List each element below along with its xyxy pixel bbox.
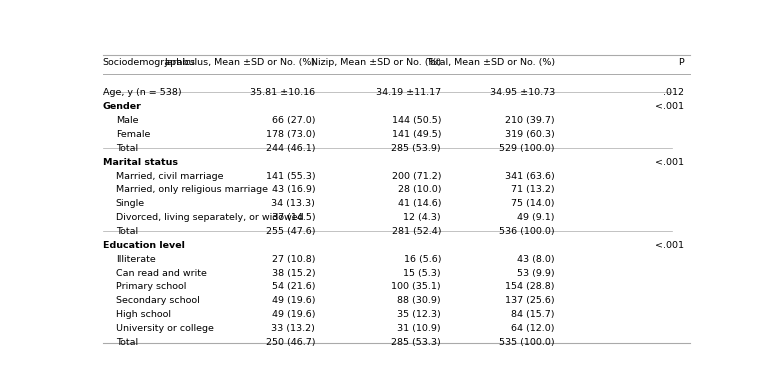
- Text: 43 (16.9): 43 (16.9): [271, 185, 315, 195]
- Text: 255 (47.6): 255 (47.6): [266, 227, 315, 236]
- Text: Married, civil marriage: Married, civil marriage: [116, 172, 223, 181]
- Text: 178 (73.0): 178 (73.0): [266, 130, 315, 139]
- Text: Gender: Gender: [103, 102, 141, 111]
- Text: 64 (12.0): 64 (12.0): [512, 324, 555, 333]
- Text: 535 (100.0): 535 (100.0): [499, 338, 555, 347]
- Text: Married, only religious marriage: Married, only religious marriage: [116, 185, 267, 195]
- Text: Primary school: Primary school: [116, 283, 186, 291]
- Text: 35 (12.3): 35 (12.3): [397, 310, 441, 319]
- Text: Sociodemographics: Sociodemographics: [103, 58, 196, 67]
- Text: Secondary school: Secondary school: [116, 296, 199, 305]
- Text: 27 (10.8): 27 (10.8): [272, 255, 315, 264]
- Text: 38 (15.2): 38 (15.2): [271, 268, 315, 278]
- Text: 16 (5.6): 16 (5.6): [404, 255, 441, 264]
- Text: Total: Total: [116, 144, 138, 153]
- Text: <.001: <.001: [655, 241, 684, 250]
- Text: University or college: University or college: [116, 324, 213, 333]
- Text: Jarabulus, Mean ±SD or No. (%): Jarabulus, Mean ±SD or No. (%): [164, 58, 315, 67]
- Text: Total: Total: [116, 227, 138, 236]
- Text: 319 (60.3): 319 (60.3): [506, 130, 555, 139]
- Text: 285 (53.9): 285 (53.9): [391, 144, 441, 153]
- Text: Total: Total: [116, 338, 138, 347]
- Text: 31 (10.9): 31 (10.9): [397, 324, 441, 333]
- Text: 137 (25.6): 137 (25.6): [506, 296, 555, 305]
- Text: 33 (13.2): 33 (13.2): [271, 324, 315, 333]
- Text: 154 (28.8): 154 (28.8): [506, 283, 555, 291]
- Text: Education level: Education level: [103, 241, 185, 250]
- Text: 66 (27.0): 66 (27.0): [272, 116, 315, 125]
- Text: 141 (49.5): 141 (49.5): [392, 130, 441, 139]
- Text: 250 (46.7): 250 (46.7): [266, 338, 315, 347]
- Text: <.001: <.001: [655, 102, 684, 111]
- Text: 41 (14.6): 41 (14.6): [397, 199, 441, 208]
- Text: 200 (71.2): 200 (71.2): [392, 172, 441, 181]
- Text: Marital status: Marital status: [103, 158, 178, 167]
- Text: 35.81 ±10.16: 35.81 ±10.16: [250, 88, 315, 97]
- Text: 71 (13.2): 71 (13.2): [511, 185, 555, 195]
- Text: 75 (14.0): 75 (14.0): [512, 199, 555, 208]
- Text: Total, Mean ±SD or No. (%): Total, Mean ±SD or No. (%): [426, 58, 555, 67]
- Text: 49 (19.6): 49 (19.6): [272, 296, 315, 305]
- Text: 529 (100.0): 529 (100.0): [499, 144, 555, 153]
- Text: 100 (35.1): 100 (35.1): [391, 283, 441, 291]
- Text: Age, y (n = 538): Age, y (n = 538): [103, 88, 181, 97]
- Text: 54 (21.6): 54 (21.6): [272, 283, 315, 291]
- Text: 12 (4.3): 12 (4.3): [404, 213, 441, 222]
- Text: 49 (9.1): 49 (9.1): [517, 213, 555, 222]
- Text: 341 (63.6): 341 (63.6): [506, 172, 555, 181]
- Text: 244 (46.1): 244 (46.1): [266, 144, 315, 153]
- Text: 43 (8.0): 43 (8.0): [517, 255, 555, 264]
- Text: Divorced, living separately, or widowed: Divorced, living separately, or widowed: [116, 213, 304, 222]
- Text: Nizip, Mean ±SD or No. (%): Nizip, Mean ±SD or No. (%): [311, 58, 441, 67]
- Text: 88 (30.9): 88 (30.9): [397, 296, 441, 305]
- Text: Can read and write: Can read and write: [116, 268, 206, 278]
- Text: 281 (52.4): 281 (52.4): [392, 227, 441, 236]
- Text: 84 (15.7): 84 (15.7): [512, 310, 555, 319]
- Text: 285 (53.3): 285 (53.3): [391, 338, 441, 347]
- Text: High school: High school: [116, 310, 171, 319]
- Text: Single: Single: [116, 199, 145, 208]
- Text: 536 (100.0): 536 (100.0): [499, 227, 555, 236]
- Text: 28 (10.0): 28 (10.0): [397, 185, 441, 195]
- Text: 37 (14.5): 37 (14.5): [271, 213, 315, 222]
- Text: 15 (5.3): 15 (5.3): [404, 268, 441, 278]
- Text: P: P: [678, 58, 684, 67]
- Text: <.001: <.001: [655, 158, 684, 167]
- Text: 210 (39.7): 210 (39.7): [506, 116, 555, 125]
- Text: 34.19 ±11.17: 34.19 ±11.17: [376, 88, 441, 97]
- Text: Male: Male: [116, 116, 138, 125]
- Text: Illiterate: Illiterate: [116, 255, 155, 264]
- Text: Female: Female: [116, 130, 150, 139]
- Text: 144 (50.5): 144 (50.5): [392, 116, 441, 125]
- Text: 34.95 ±10.73: 34.95 ±10.73: [489, 88, 555, 97]
- Text: 49 (19.6): 49 (19.6): [272, 310, 315, 319]
- Text: 34 (13.3): 34 (13.3): [271, 199, 315, 208]
- Text: .012: .012: [662, 88, 684, 97]
- Text: 141 (55.3): 141 (55.3): [266, 172, 315, 181]
- Text: 53 (9.9): 53 (9.9): [517, 268, 555, 278]
